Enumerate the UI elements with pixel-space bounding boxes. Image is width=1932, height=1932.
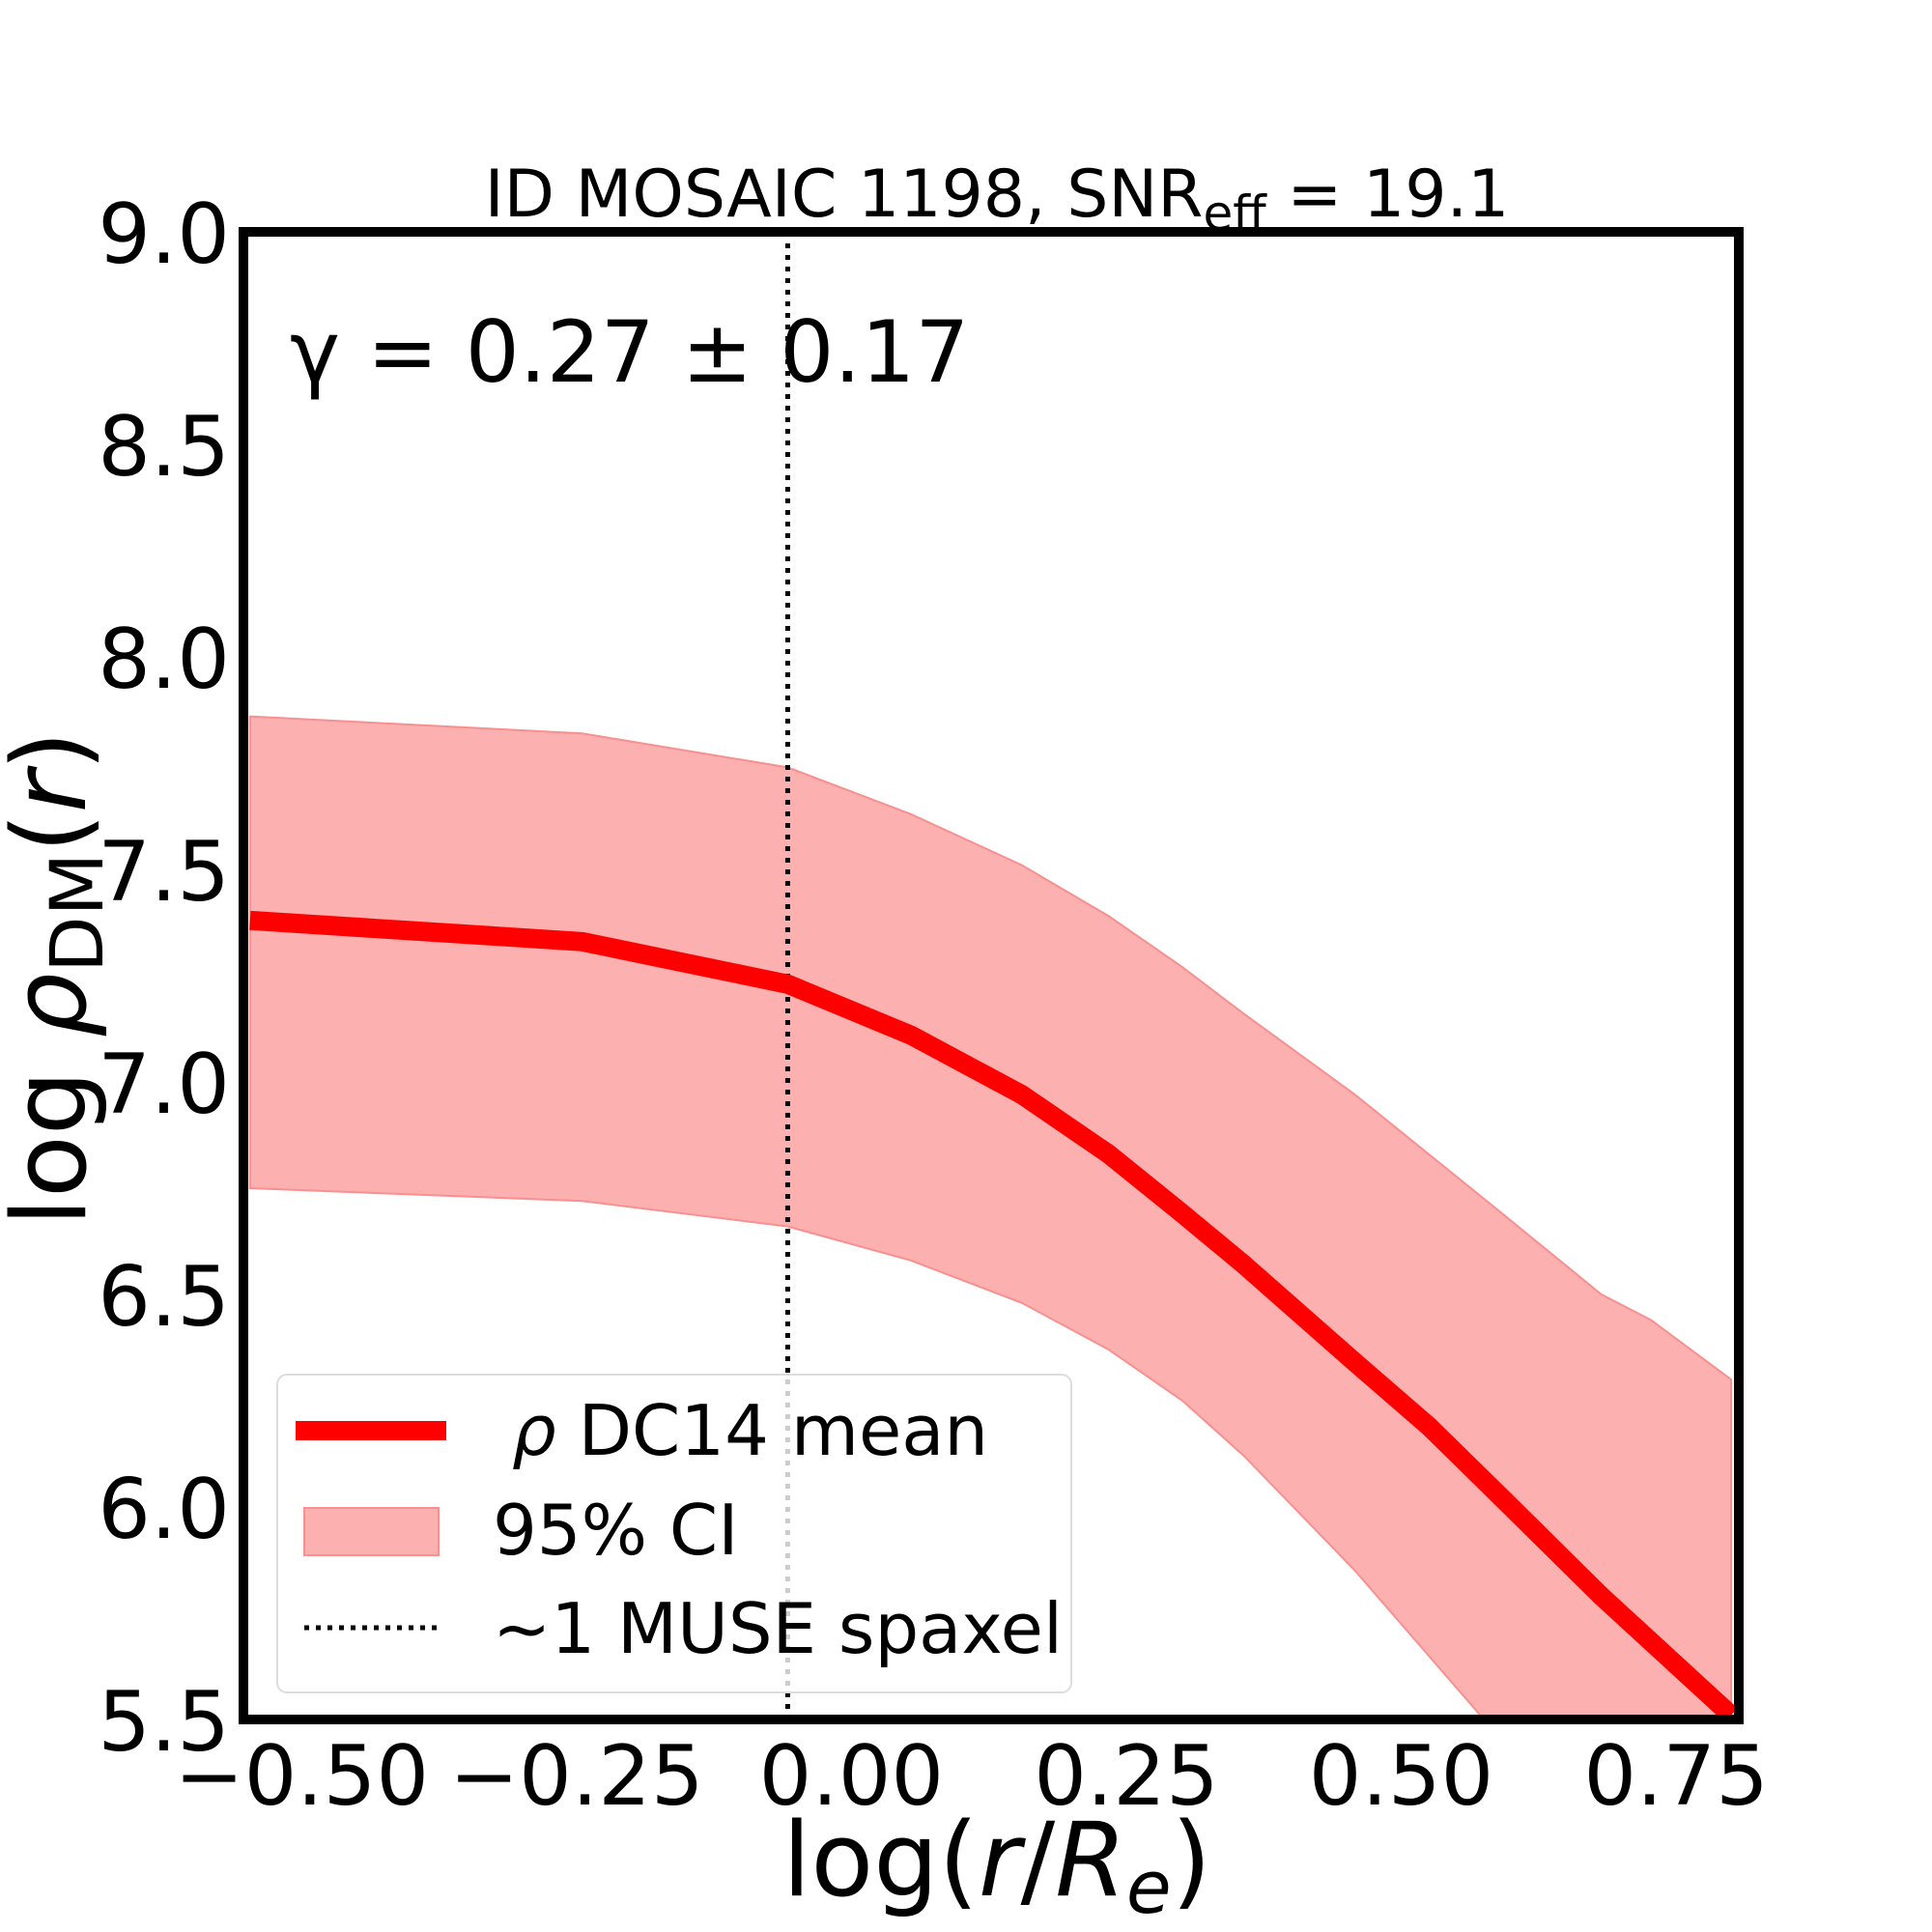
legend-ci-swatch xyxy=(303,1507,440,1556)
y-tick-label: 8.0 xyxy=(98,611,230,708)
y-tick-label: 6.5 xyxy=(98,1249,230,1346)
y-tick-label: 5.5 xyxy=(98,1674,230,1771)
x-tick-label: 0.50 xyxy=(1309,1728,1493,1825)
x-tick-label: −0.50 xyxy=(175,1728,430,1825)
gamma-annotation: γ = 0.27 ± 0.17 xyxy=(290,302,969,402)
ci-band xyxy=(248,715,1733,1719)
y-tick-label: 9.0 xyxy=(98,186,230,283)
legend: ρ DC14 mean 95% CI ~1 MUSE spaxel xyxy=(276,1374,1072,1693)
legend-box xyxy=(276,1374,1072,1693)
legend-ci-label: 95% CI xyxy=(493,1490,738,1571)
y-tick-label: 8.5 xyxy=(98,399,230,496)
y-tick-label: 7.0 xyxy=(98,1037,230,1133)
y-axis-label: log ρDM(r) xyxy=(0,731,120,1227)
chart-title: ID MOSAIC 1198, SNReff = 19.1 xyxy=(485,156,1510,242)
axes-frame xyxy=(239,227,1744,1724)
x-tick-label: −0.25 xyxy=(449,1728,704,1825)
legend-mean-label: ρ DC14 mean xyxy=(512,1390,988,1471)
x-axis-label: log(r/Re) xyxy=(782,1801,1211,1930)
legend-spaxel-label: ~1 MUSE spaxel xyxy=(493,1588,1063,1669)
x-tick-label: 0.00 xyxy=(759,1728,944,1825)
mean-line xyxy=(249,910,1738,1719)
x-tick-label: 0.25 xyxy=(1034,1728,1218,1825)
y-tick-label: 7.5 xyxy=(98,824,230,921)
y-tick-label: 6.0 xyxy=(98,1462,230,1558)
x-tick-label: 0.75 xyxy=(1583,1728,1768,1825)
